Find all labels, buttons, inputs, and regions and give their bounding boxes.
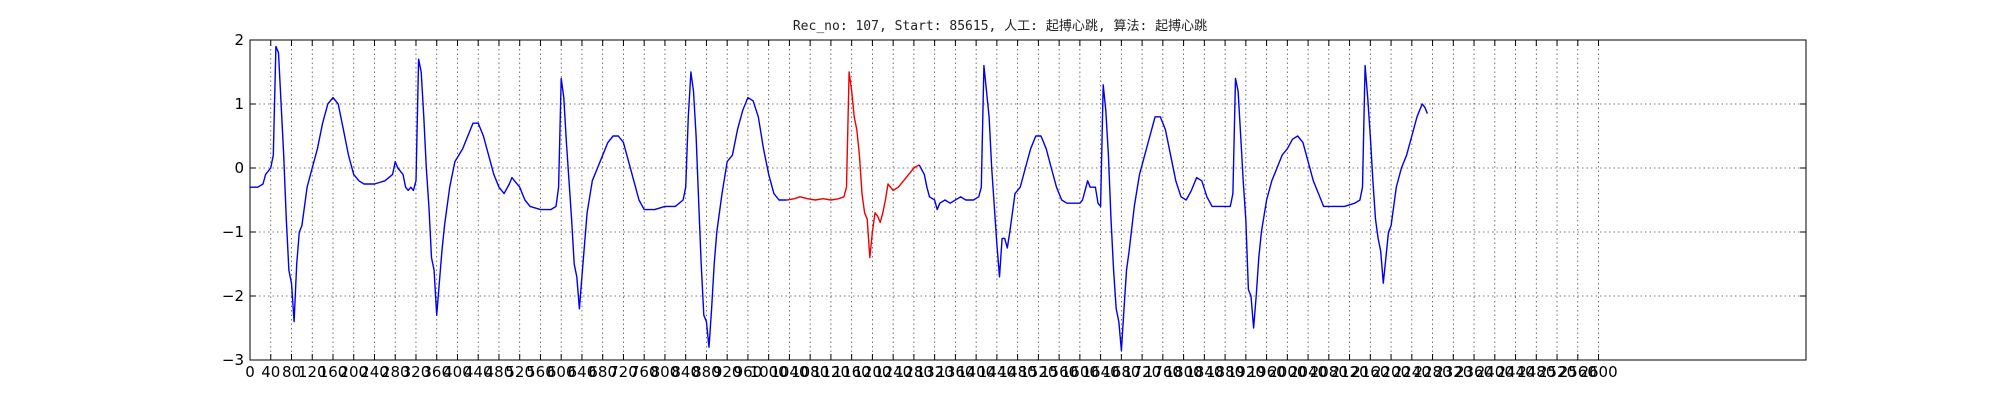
x-tick-label: 1800	[1165, 363, 1203, 381]
y-tick-label: 2	[234, 31, 244, 49]
x-tick-label: 2040	[1289, 363, 1327, 381]
plot-frame	[249, 39, 1807, 361]
x-tick-label: 1920	[1227, 363, 1265, 381]
x-tick-label: 800	[651, 363, 680, 381]
x-tick-label: 1240	[874, 363, 912, 381]
x-tick-label: 2160	[1351, 363, 1389, 381]
x-tick-label: 2240	[1393, 363, 1431, 381]
x-tick-label: 760	[630, 363, 659, 381]
x-tick-label: 1520	[1019, 363, 1057, 381]
x-tick-label: 240	[360, 363, 389, 381]
x-tick-label: 1760	[1144, 363, 1182, 381]
x-tick-label: 2400	[1476, 363, 1514, 381]
x-tick-label: 440	[464, 363, 493, 381]
x-tick-label: 2200	[1372, 363, 1410, 381]
x-tick-label: 2080	[1310, 363, 1348, 381]
x-tick-label: 1840	[1185, 363, 1223, 381]
x-tick-label: 2560	[1559, 363, 1597, 381]
series-line-3	[918, 64, 1429, 352]
y-tick-label: 1	[234, 95, 244, 113]
x-tick-label: 1120	[812, 363, 850, 381]
x-tick-label: 1000	[750, 363, 788, 381]
x-tick-label: 1360	[936, 363, 974, 381]
x-tick-label: 1680	[1102, 363, 1140, 381]
x-tick-label: 1720	[1123, 363, 1161, 381]
x-tick-label: 1560	[1040, 363, 1078, 381]
x-tick-label: 600	[547, 363, 576, 381]
x-tick-label: 840	[671, 363, 700, 381]
x-tick-label: 560	[526, 363, 555, 381]
x-tick-label: 1160	[833, 363, 871, 381]
series-layer	[250, 45, 1429, 352]
x-tick-label: 80	[282, 363, 301, 381]
x-tick-label: 640	[568, 363, 597, 381]
x-tick-label: 200	[339, 363, 368, 381]
x-tick-label: 1600	[1061, 363, 1099, 381]
x-tick-label: 2600	[1579, 363, 1617, 381]
x-tick-label: 960	[734, 363, 763, 381]
series-line-1	[250, 45, 787, 348]
x-tick-label: 1320	[916, 363, 954, 381]
x-tick-label: 1880	[1206, 363, 1244, 381]
x-tick-label: 1480	[999, 363, 1037, 381]
series-line-2	[786, 71, 920, 259]
x-tick-label: 1440	[978, 363, 1016, 381]
x-tick-label: 0	[245, 363, 255, 381]
x-tick-label: 720	[609, 363, 638, 381]
x-tick-label: 1640	[1082, 363, 1120, 381]
x-tick-label: 1400	[957, 363, 995, 381]
x-tick-label: 1960	[1247, 363, 1285, 381]
x-tick-label: 680	[588, 363, 617, 381]
x-tick-label: 1200	[853, 363, 891, 381]
x-tick-label: 40	[261, 363, 280, 381]
x-tick-label: 320	[402, 363, 431, 381]
x-tick-label: 2000	[1268, 363, 1306, 381]
x-axis: 0 40 8012016020024028032036040044048052056…	[245, 40, 1618, 381]
x-tick-label: 2320	[1434, 363, 1472, 381]
y-axis: 2 1 0 −1 −2 −3	[222, 31, 1806, 369]
grid-layer	[249, 39, 1806, 361]
x-tick-label: 400	[443, 363, 472, 381]
x-tick-label: 2520	[1538, 363, 1576, 381]
y-tick-label: 0	[234, 159, 244, 177]
x-tick-label: 280	[381, 363, 410, 381]
x-tick-label: 520	[505, 363, 534, 381]
chart-title: Rec_no: 107, Start: 85615, 人工: 起搏心跳, 算法:…	[793, 18, 1207, 34]
x-tick-label: 2440	[1496, 363, 1534, 381]
y-tick-label: −3	[222, 351, 244, 369]
x-tick-label: 360	[422, 363, 451, 381]
x-tick-label: 880	[692, 363, 721, 381]
x-tick-label: 2480	[1517, 363, 1555, 381]
x-tick-label: 1080	[791, 363, 829, 381]
y-tick-label: −2	[222, 287, 244, 305]
x-tick-label: 1040	[770, 363, 808, 381]
x-tick-label: 2360	[1455, 363, 1493, 381]
x-tick-label: 2120	[1330, 363, 1368, 381]
x-tick-label: 120	[298, 363, 327, 381]
y-tick-label: −1	[222, 223, 244, 241]
x-tick-label: 160	[319, 363, 348, 381]
x-tick-label: 2280	[1413, 363, 1451, 381]
x-tick-label: 480	[485, 363, 514, 381]
x-tick-label: 920	[713, 363, 742, 381]
x-tick-label: 1280	[895, 363, 933, 381]
